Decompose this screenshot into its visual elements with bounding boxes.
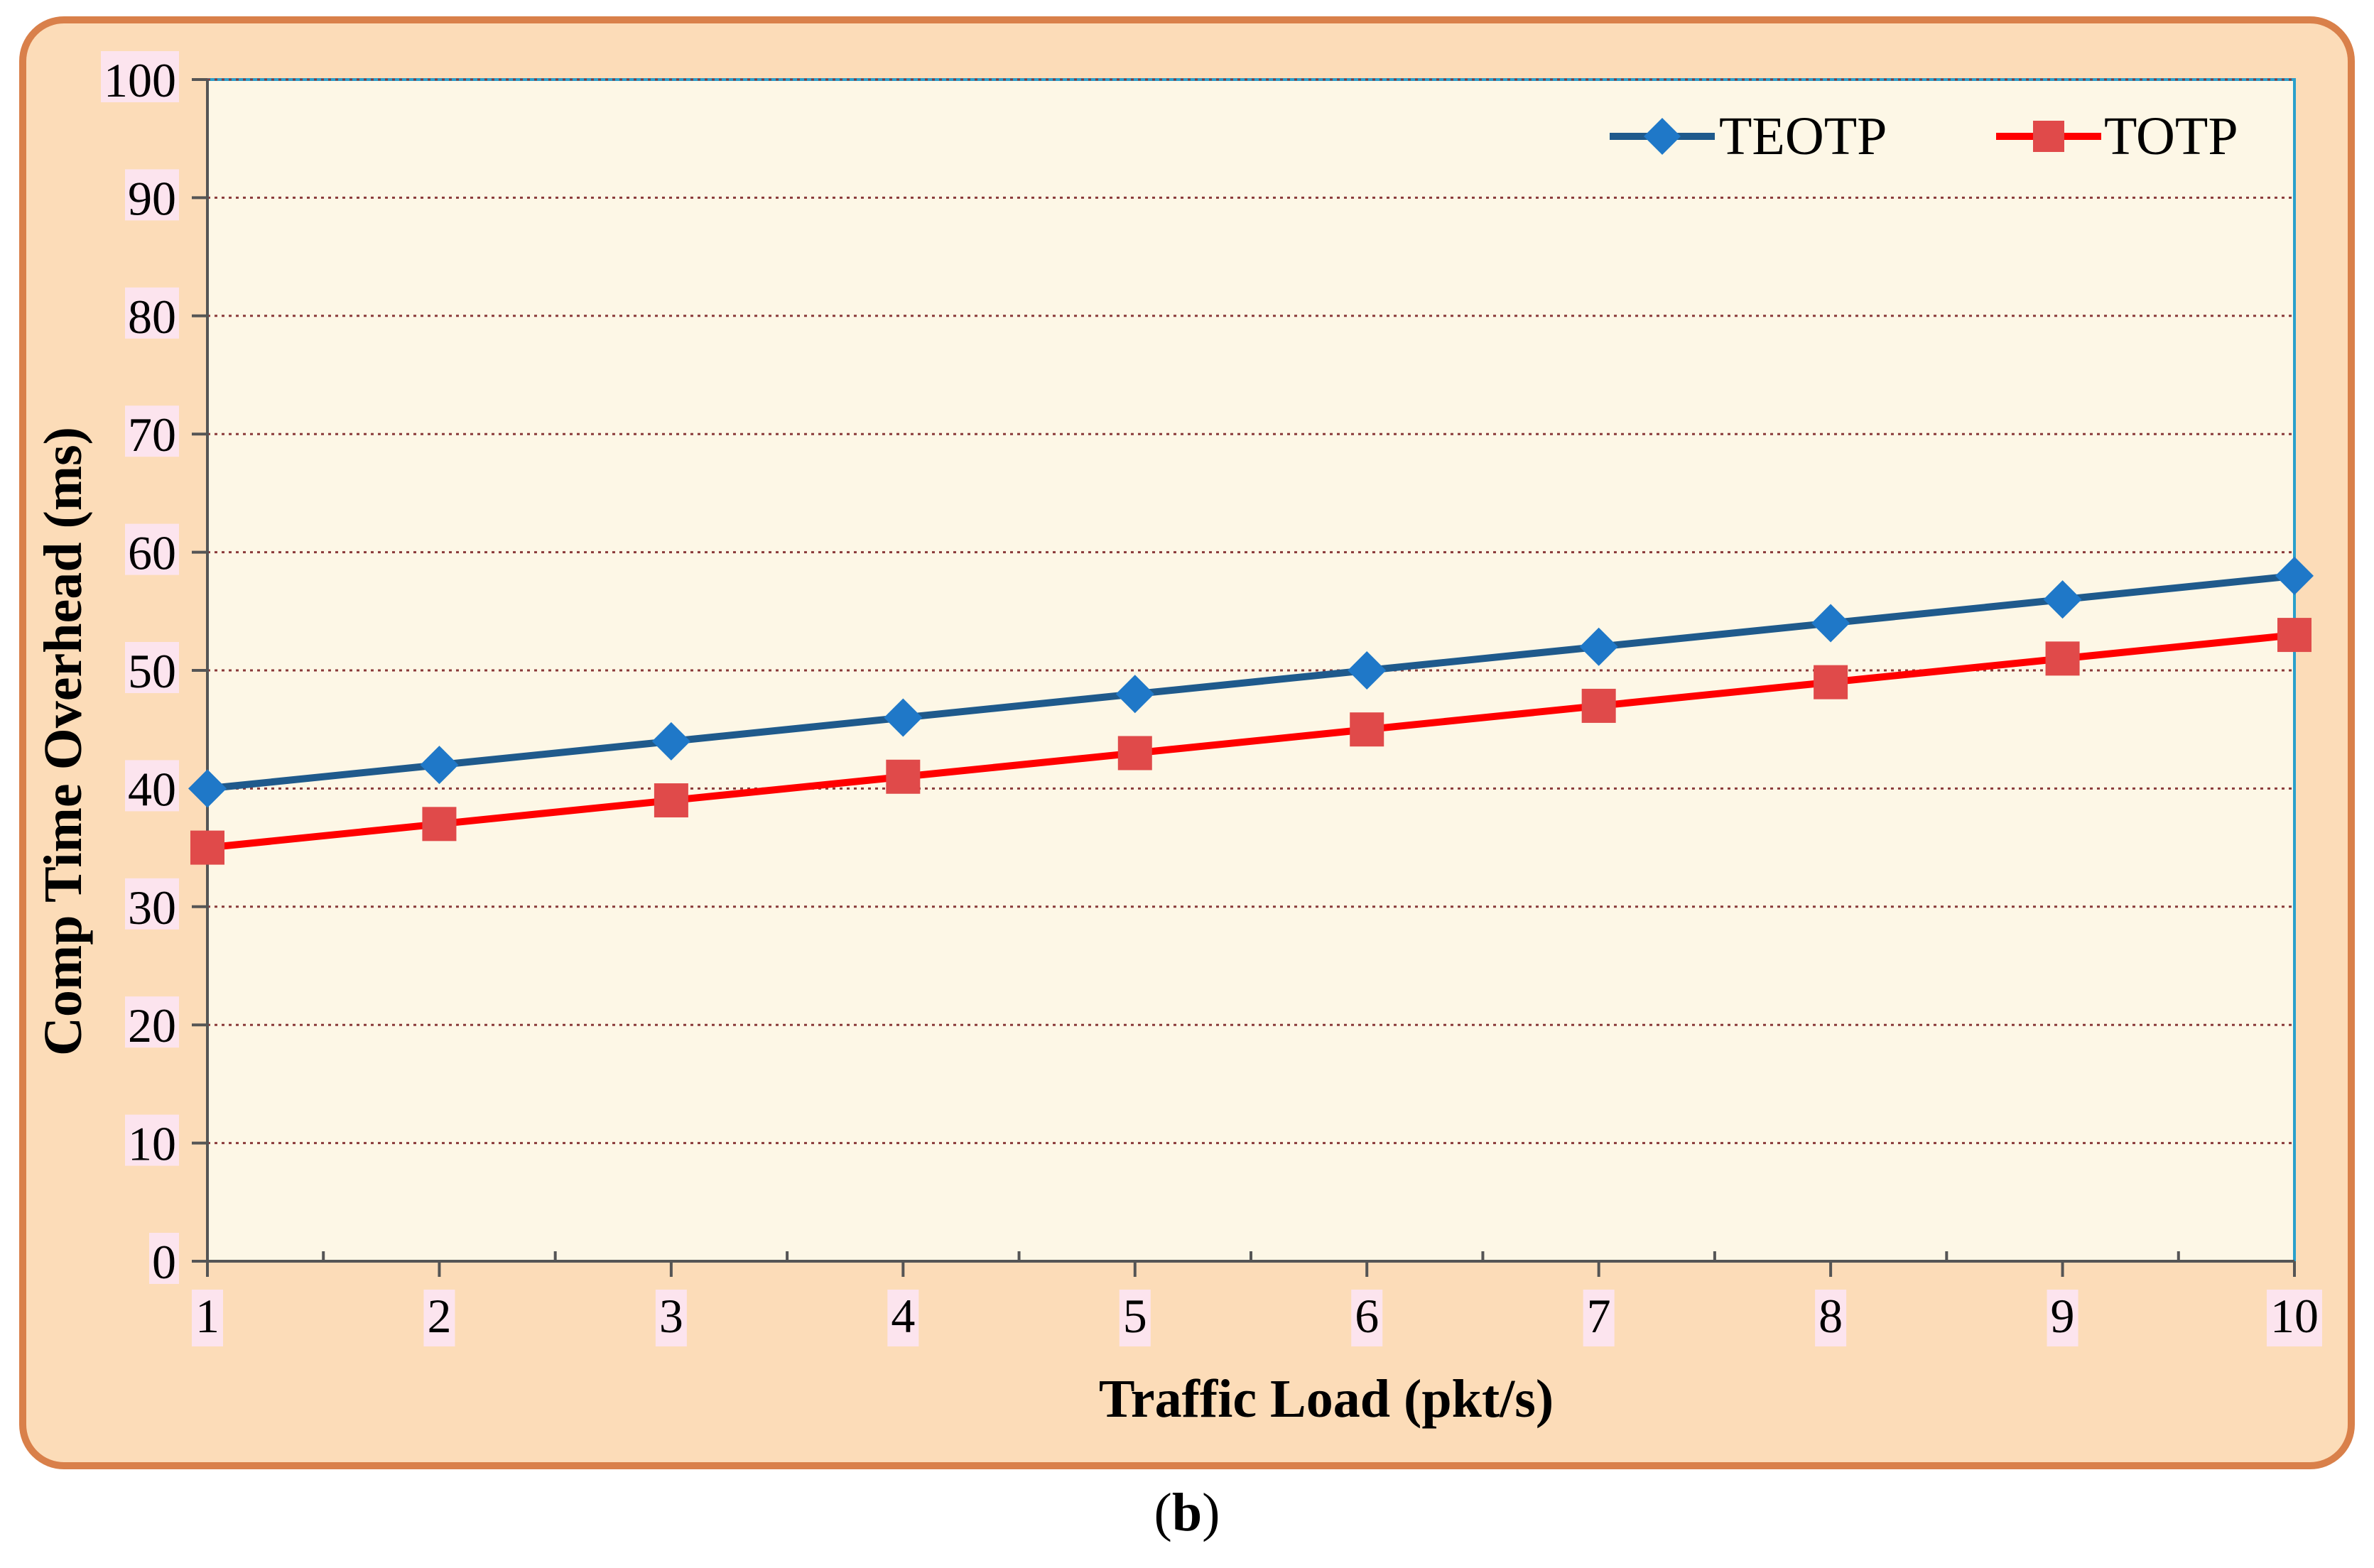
y-tick-label-90: 90: [128, 171, 176, 225]
y-tick-label-0: 0: [152, 1235, 176, 1289]
point-totp-6: [1350, 712, 1384, 747]
y-tick-label-bg-50: [125, 642, 179, 693]
y-tick-label-bg-40: [125, 760, 179, 812]
point-teotp-7: [1579, 627, 1618, 666]
y-axis-title: Comp Time Overhead (ms): [33, 427, 93, 1056]
x-tick-label-8: 8: [1819, 1289, 1843, 1343]
y-tick-labels: 0 10 20 30 40 50 60 70 80 90 100: [101, 51, 179, 1289]
x-tick-labels: 1 2 3 4 5 6 7 8 9 10: [192, 1289, 2322, 1346]
series-line-teotp: [207, 572, 2295, 793]
x-tick-label-5: 5: [1123, 1289, 1147, 1343]
x-tick-label-1: 1: [195, 1289, 219, 1343]
y-tick-label-bg-80: [125, 287, 179, 339]
x-tick-label-bg-8: [1815, 1290, 1847, 1346]
point-teotp-3: [651, 722, 690, 761]
legend-label-teotp: TEOTP: [1719, 107, 1887, 166]
legend-label-totp: TOTP: [2104, 107, 2238, 166]
point-teotp-1: [188, 769, 227, 808]
y-tick-label-70: 70: [128, 408, 176, 462]
y-tick-label-20: 20: [128, 998, 176, 1052]
figure-caption: (b): [1154, 1483, 1220, 1542]
x-tick-label-bg-10: [2267, 1290, 2322, 1346]
x-tick-label-6: 6: [1355, 1289, 1379, 1343]
point-teotp-6: [1348, 651, 1387, 690]
caption-close-paren: ): [1202, 1483, 1220, 1542]
caption-letter: b: [1172, 1483, 1202, 1542]
point-teotp-8: [1811, 604, 1850, 643]
x-tick-label-bg-7: [1583, 1290, 1615, 1346]
point-totp-8: [1814, 665, 1848, 699]
point-teotp-2: [420, 746, 459, 785]
point-totp-5: [1117, 736, 1152, 771]
x-tick-label-bg-1: [192, 1290, 223, 1346]
y-tick-label-bg-30: [125, 878, 179, 930]
y-tick-label-30: 30: [128, 881, 176, 935]
point-totp-4: [886, 759, 921, 794]
x-tick-label-4: 4: [891, 1289, 915, 1343]
series-line-totp: [207, 631, 2295, 851]
legend: TEOTP TOTP: [1610, 107, 2238, 166]
y-tick-label-100: 100: [104, 53, 176, 107]
y-tick-label-bg-10: [125, 1114, 179, 1166]
point-teotp-9: [2043, 580, 2082, 619]
x-tick-label-bg-2: [423, 1290, 455, 1346]
x-tick-label-bg-9: [2047, 1290, 2078, 1346]
y-tick-label-40: 40: [128, 762, 176, 816]
x-tick-label-7: 7: [1587, 1289, 1611, 1343]
x-tick-label-bg-3: [655, 1290, 687, 1346]
y-tick-label-bg-20: [125, 996, 179, 1048]
y-tick-label-bg-0: [149, 1233, 179, 1284]
legend-marker-totp-square: [2033, 121, 2064, 152]
point-totp-9: [2045, 641, 2080, 676]
point-totp-1: [190, 830, 224, 865]
x-tick-label-bg-6: [1351, 1290, 1383, 1346]
y-tick-label-bg-100: [101, 51, 179, 102]
point-totp-7: [1581, 688, 1616, 723]
point-totp-10: [2277, 618, 2311, 653]
axes: [192, 78, 2296, 1277]
x-axis-title: Traffic Load (pkt/s): [1099, 1369, 1554, 1429]
series-layer: [188, 556, 2314, 865]
legend-marker-teotp-diamond: [1644, 118, 1681, 155]
x-tick-label-2: 2: [427, 1289, 451, 1343]
x-tick-label-9: 9: [2051, 1289, 2075, 1343]
y-tick-label-50: 50: [128, 644, 176, 698]
caption-open-paren: (: [1154, 1483, 1172, 1542]
x-tick-label-bg-5: [1119, 1290, 1151, 1346]
point-teotp-5: [1115, 675, 1154, 714]
y-tick-label-bg-90: [125, 169, 179, 221]
y-tick-label-80: 80: [128, 290, 176, 344]
y-tick-label-bg-60: [125, 523, 179, 575]
point-totp-2: [422, 807, 457, 842]
y-tick-label-60: 60: [128, 526, 176, 580]
y-tick-label-bg-70: [125, 405, 179, 457]
point-teotp-4: [884, 698, 923, 737]
x-tick-label-bg-4: [887, 1290, 919, 1346]
x-tick-label-3: 3: [659, 1289, 683, 1343]
point-teotp-10: [2275, 556, 2314, 595]
point-totp-3: [654, 783, 688, 818]
x-tick-label-10: 10: [2270, 1289, 2319, 1343]
y-tick-label-10: 10: [128, 1117, 176, 1171]
